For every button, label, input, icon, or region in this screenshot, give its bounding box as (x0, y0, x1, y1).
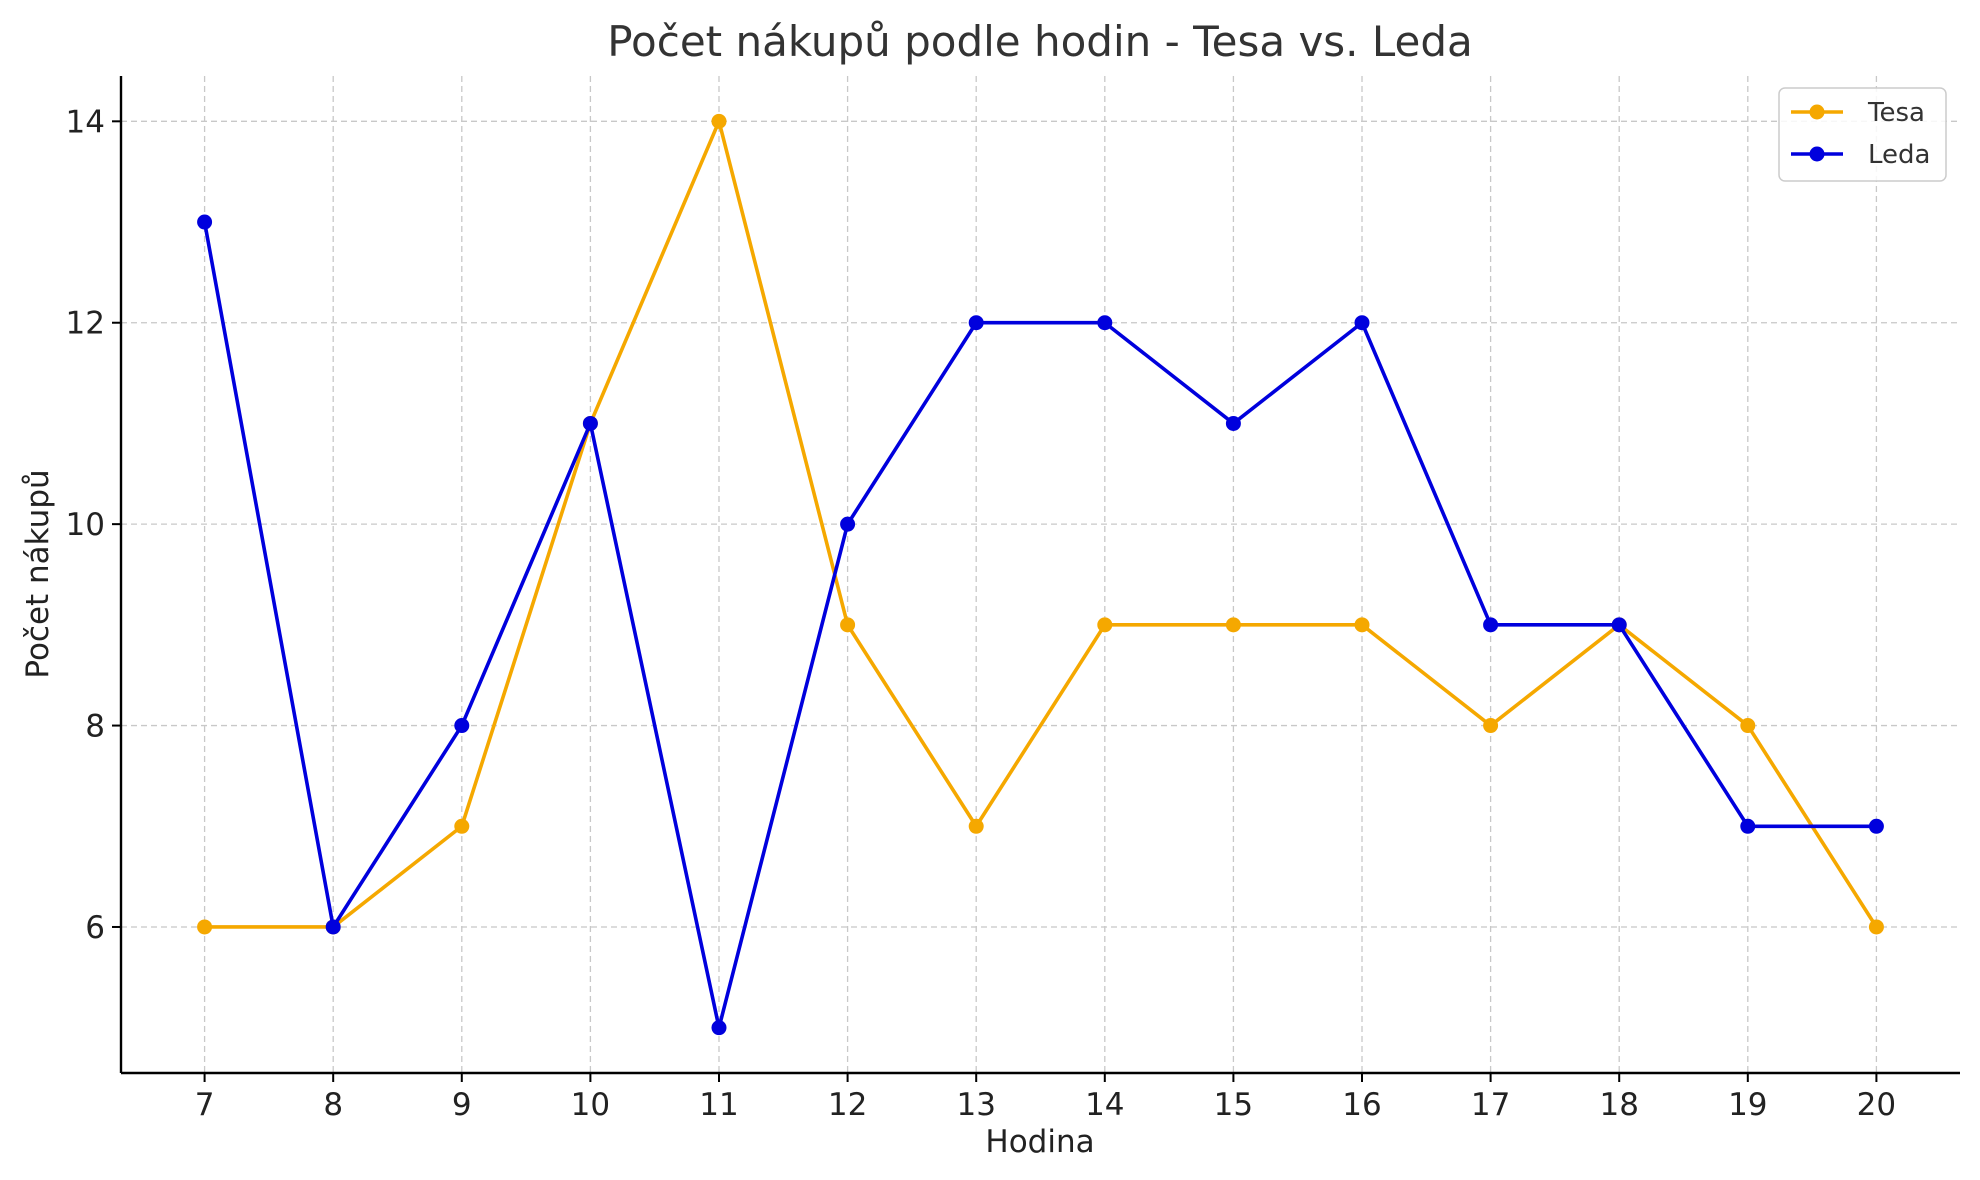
x-tick-label: 7 (195, 1087, 215, 1123)
series-tesa (197, 113, 1884, 935)
x-tick-label: 11 (699, 1087, 738, 1123)
data-point-leda (1868, 818, 1884, 834)
y-axis-label: Počet nákupů (20, 469, 56, 678)
y-tick-label: 14 (66, 104, 105, 140)
x-tick-label: 9 (452, 1087, 472, 1123)
data-point-leda (840, 516, 856, 532)
legend-label-tesa: Tesa (1867, 98, 1925, 128)
x-tick-label: 16 (1342, 1087, 1381, 1123)
data-point-leda (1611, 617, 1627, 633)
series-leda (197, 214, 1884, 1036)
x-tick-label: 14 (1085, 1087, 1124, 1123)
legend-marker-tesa (1809, 104, 1825, 120)
x-tick-label: 19 (1728, 1087, 1767, 1123)
chart-title: Počet nákupů podle hodin - Tesa vs. Leda (607, 17, 1473, 66)
x-axis-label: Hodina (985, 1124, 1094, 1160)
data-point-leda (325, 919, 341, 935)
legend-item-tesa: Tesa (1791, 98, 1925, 128)
x-tick-label: 10 (571, 1087, 610, 1123)
data-point-tesa (1097, 617, 1113, 633)
data-point-tesa (1225, 617, 1241, 633)
data-point-leda (1354, 315, 1370, 331)
legend-label-leda: Leda (1868, 140, 1930, 170)
data-point-leda (1097, 315, 1113, 331)
data-point-tesa (1483, 718, 1499, 734)
x-tick-label: 20 (1857, 1087, 1896, 1123)
data-point-tesa (1354, 617, 1370, 633)
x-tick-label: 12 (828, 1087, 867, 1123)
x-tick-label: 13 (956, 1087, 995, 1123)
series (197, 113, 1884, 1036)
data-point-tesa (711, 113, 727, 129)
data-point-leda (711, 1020, 727, 1036)
data-point-leda (582, 415, 598, 431)
data-point-tesa (968, 818, 984, 834)
x-tick-label: 17 (1471, 1087, 1510, 1123)
data-point-leda (968, 315, 984, 331)
y-tick-label: 8 (85, 709, 105, 745)
axes (119, 76, 1960, 1075)
data-point-tesa (197, 919, 213, 935)
series-line-leda (202, 221, 1877, 1030)
x-tick-label: 18 (1599, 1087, 1638, 1123)
data-point-leda (1740, 818, 1756, 834)
data-point-tesa (454, 818, 470, 834)
data-point-leda (197, 214, 213, 230)
data-point-leda (1483, 617, 1499, 633)
data-point-leda (454, 718, 470, 734)
grid (121, 76, 1960, 1073)
data-point-leda (1225, 415, 1241, 431)
legend-item-leda: Leda (1791, 140, 1930, 170)
legend-marker-leda (1809, 146, 1825, 162)
data-point-tesa (1868, 919, 1884, 935)
y-tick-label: 10 (66, 507, 105, 543)
y-tick-label: 12 (66, 306, 105, 342)
y-tick-label: 6 (85, 910, 105, 946)
data-point-tesa (840, 617, 856, 633)
ticks: 7 8 9 10 11 12 13 14 15 16 17 18 19 20 6 8 10 12 14 (66, 104, 1897, 1123)
data-point-tesa (1740, 718, 1756, 734)
x-tick-label: 15 (1214, 1087, 1253, 1123)
legend: Tesa Leda (1778, 87, 1947, 182)
series-line-tesa (204, 119, 1878, 929)
x-tick-label: 8 (323, 1087, 343, 1123)
